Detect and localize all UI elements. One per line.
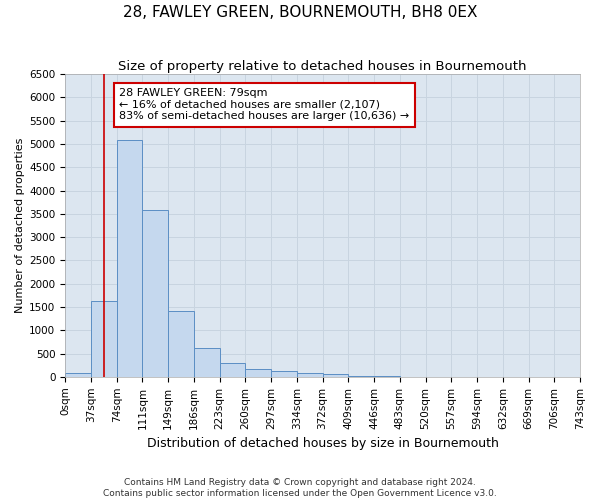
Bar [116, 140, 142, 377]
Text: 28, FAWLEY GREEN, BOURNEMOUTH, BH8 0EX: 28, FAWLEY GREEN, BOURNEMOUTH, BH8 0EX [123, 5, 477, 20]
Bar [245, 370, 271, 377]
Bar [142, 210, 168, 377]
Bar [168, 310, 194, 377]
Y-axis label: Number of detached properties: Number of detached properties [15, 138, 25, 313]
Bar [220, 364, 245, 377]
Bar [323, 374, 349, 377]
Bar [194, 348, 220, 377]
Bar [271, 371, 297, 377]
Bar [297, 373, 323, 377]
Bar [65, 373, 91, 377]
Bar [349, 376, 374, 377]
Text: Contains HM Land Registry data © Crown copyright and database right 2024.
Contai: Contains HM Land Registry data © Crown c… [103, 478, 497, 498]
X-axis label: Distribution of detached houses by size in Bournemouth: Distribution of detached houses by size … [146, 437, 499, 450]
Bar [91, 301, 116, 377]
Text: 28 FAWLEY GREEN: 79sqm
← 16% of detached houses are smaller (2,107)
83% of semi-: 28 FAWLEY GREEN: 79sqm ← 16% of detached… [119, 88, 409, 122]
Title: Size of property relative to detached houses in Bournemouth: Size of property relative to detached ho… [118, 60, 527, 73]
